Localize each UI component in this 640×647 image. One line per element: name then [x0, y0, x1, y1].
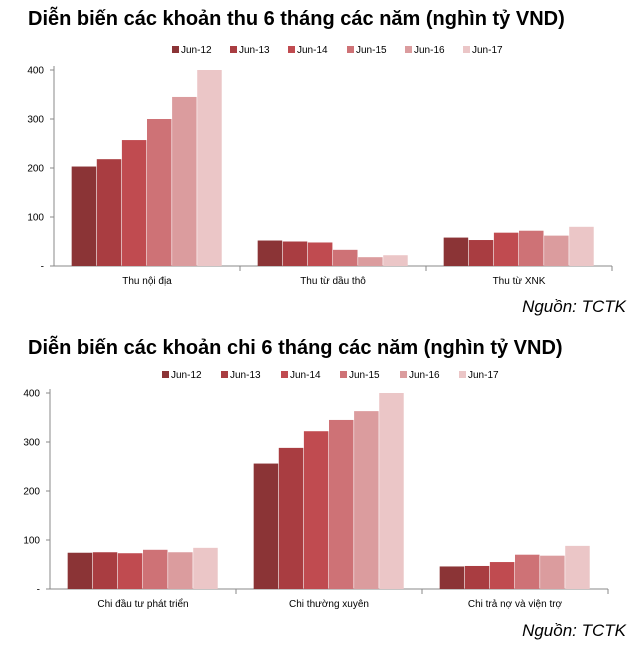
- legend-swatch: [463, 46, 470, 53]
- category-label: Chi trả nợ và viện trợ: [468, 599, 563, 610]
- legend-label: Jun-15: [356, 45, 387, 56]
- bar: [544, 235, 569, 266]
- bar: [489, 562, 515, 589]
- bar: [193, 547, 218, 589]
- y-tick-label: -: [41, 262, 44, 273]
- bar: [379, 393, 404, 589]
- bar: [143, 549, 168, 589]
- bar: [71, 166, 97, 266]
- legend-label: Jun-17: [472, 45, 503, 56]
- legend-swatch: [221, 371, 228, 378]
- bar: [540, 555, 565, 589]
- category-label: Chi thường xuyên: [289, 599, 369, 610]
- legend-swatch: [162, 371, 169, 378]
- bar: [147, 119, 172, 266]
- bar: [257, 240, 283, 266]
- bar: [96, 159, 122, 266]
- legend-label: Jun-13: [239, 45, 270, 56]
- category-label: Thu từ XNK: [493, 276, 546, 287]
- chart-title: Diễn biến các khoản thu 6 tháng các năm …: [28, 8, 565, 30]
- chart-title: Diễn biến các khoản chi 6 tháng các năm …: [28, 337, 563, 359]
- bar: [282, 241, 308, 266]
- chart-source: Nguồn: TCTK: [522, 297, 626, 316]
- y-tick-label: 400: [23, 389, 40, 400]
- bar: [333, 249, 358, 266]
- legend-swatch: [347, 46, 354, 53]
- bar: [121, 140, 147, 266]
- y-tick-label: 400: [27, 66, 44, 77]
- bar: [329, 419, 354, 589]
- legend-label: Jun-17: [468, 370, 499, 381]
- legend-label: Jun-16: [409, 370, 440, 381]
- expenditure-chart: - 100 200 300 400 Chi đầu tư phát triển Chi th…: [23, 370, 609, 610]
- bar: [117, 553, 143, 589]
- category-label: Thu nội địa: [122, 276, 172, 287]
- bar: [358, 257, 383, 266]
- expenditure-chart-panel: Diễn biến các khoản chi 6 tháng các năm …: [0, 323, 640, 647]
- y-tick-label: -: [37, 585, 40, 596]
- legend-label: Jun-15: [349, 370, 380, 381]
- bar: [565, 545, 590, 589]
- bar: [253, 463, 279, 589]
- legend-label: Jun-13: [230, 370, 261, 381]
- bar: [493, 232, 519, 266]
- bar: [303, 431, 329, 589]
- legend-label: Jun-14: [290, 370, 321, 381]
- y-tick-label: 300: [23, 438, 40, 449]
- category-label: Thu từ dầu thô: [300, 275, 366, 287]
- legend-label: Jun-12: [181, 45, 212, 56]
- bar: [515, 554, 540, 589]
- bar: [354, 411, 379, 589]
- bar: [383, 255, 408, 266]
- y-tick-label: 200: [27, 164, 44, 175]
- legend-swatch: [172, 46, 179, 53]
- bar: [307, 242, 333, 266]
- bar: [168, 552, 193, 589]
- bar: [468, 240, 494, 266]
- legend-swatch: [340, 371, 347, 378]
- y-tick-label: 300: [27, 115, 44, 126]
- bar: [519, 230, 544, 266]
- bar: [92, 552, 118, 589]
- category-label: Chi đầu tư phát triển: [97, 598, 188, 610]
- revenue-chart-panel: Diễn biến các khoản thu 6 tháng các năm …: [0, 0, 640, 323]
- bar: [67, 552, 93, 589]
- y-tick-label: 100: [23, 536, 40, 547]
- legend-swatch: [459, 371, 466, 378]
- legend-swatch: [400, 371, 407, 378]
- legend-label: Jun-12: [171, 370, 202, 381]
- legend-swatch: [288, 46, 295, 53]
- legend-swatch: [281, 371, 288, 378]
- bar: [464, 565, 490, 589]
- legend-label: Jun-16: [414, 45, 445, 56]
- bar: [443, 237, 469, 266]
- legend-swatch: [405, 46, 412, 53]
- bar: [569, 226, 594, 266]
- bar: [197, 70, 222, 266]
- legend-label: Jun-14: [297, 45, 328, 56]
- bar: [278, 447, 304, 589]
- legend-swatch: [230, 46, 237, 53]
- y-tick-label: 100: [27, 213, 44, 224]
- bar: [439, 566, 465, 589]
- chart-source: Nguồn: TCTK: [522, 621, 626, 640]
- bar: [172, 96, 197, 266]
- revenue-chart: - 100 200 300 400 Thu nội địa Thu từ dầu thô Th…: [27, 45, 613, 287]
- y-tick-label: 200: [23, 487, 40, 498]
